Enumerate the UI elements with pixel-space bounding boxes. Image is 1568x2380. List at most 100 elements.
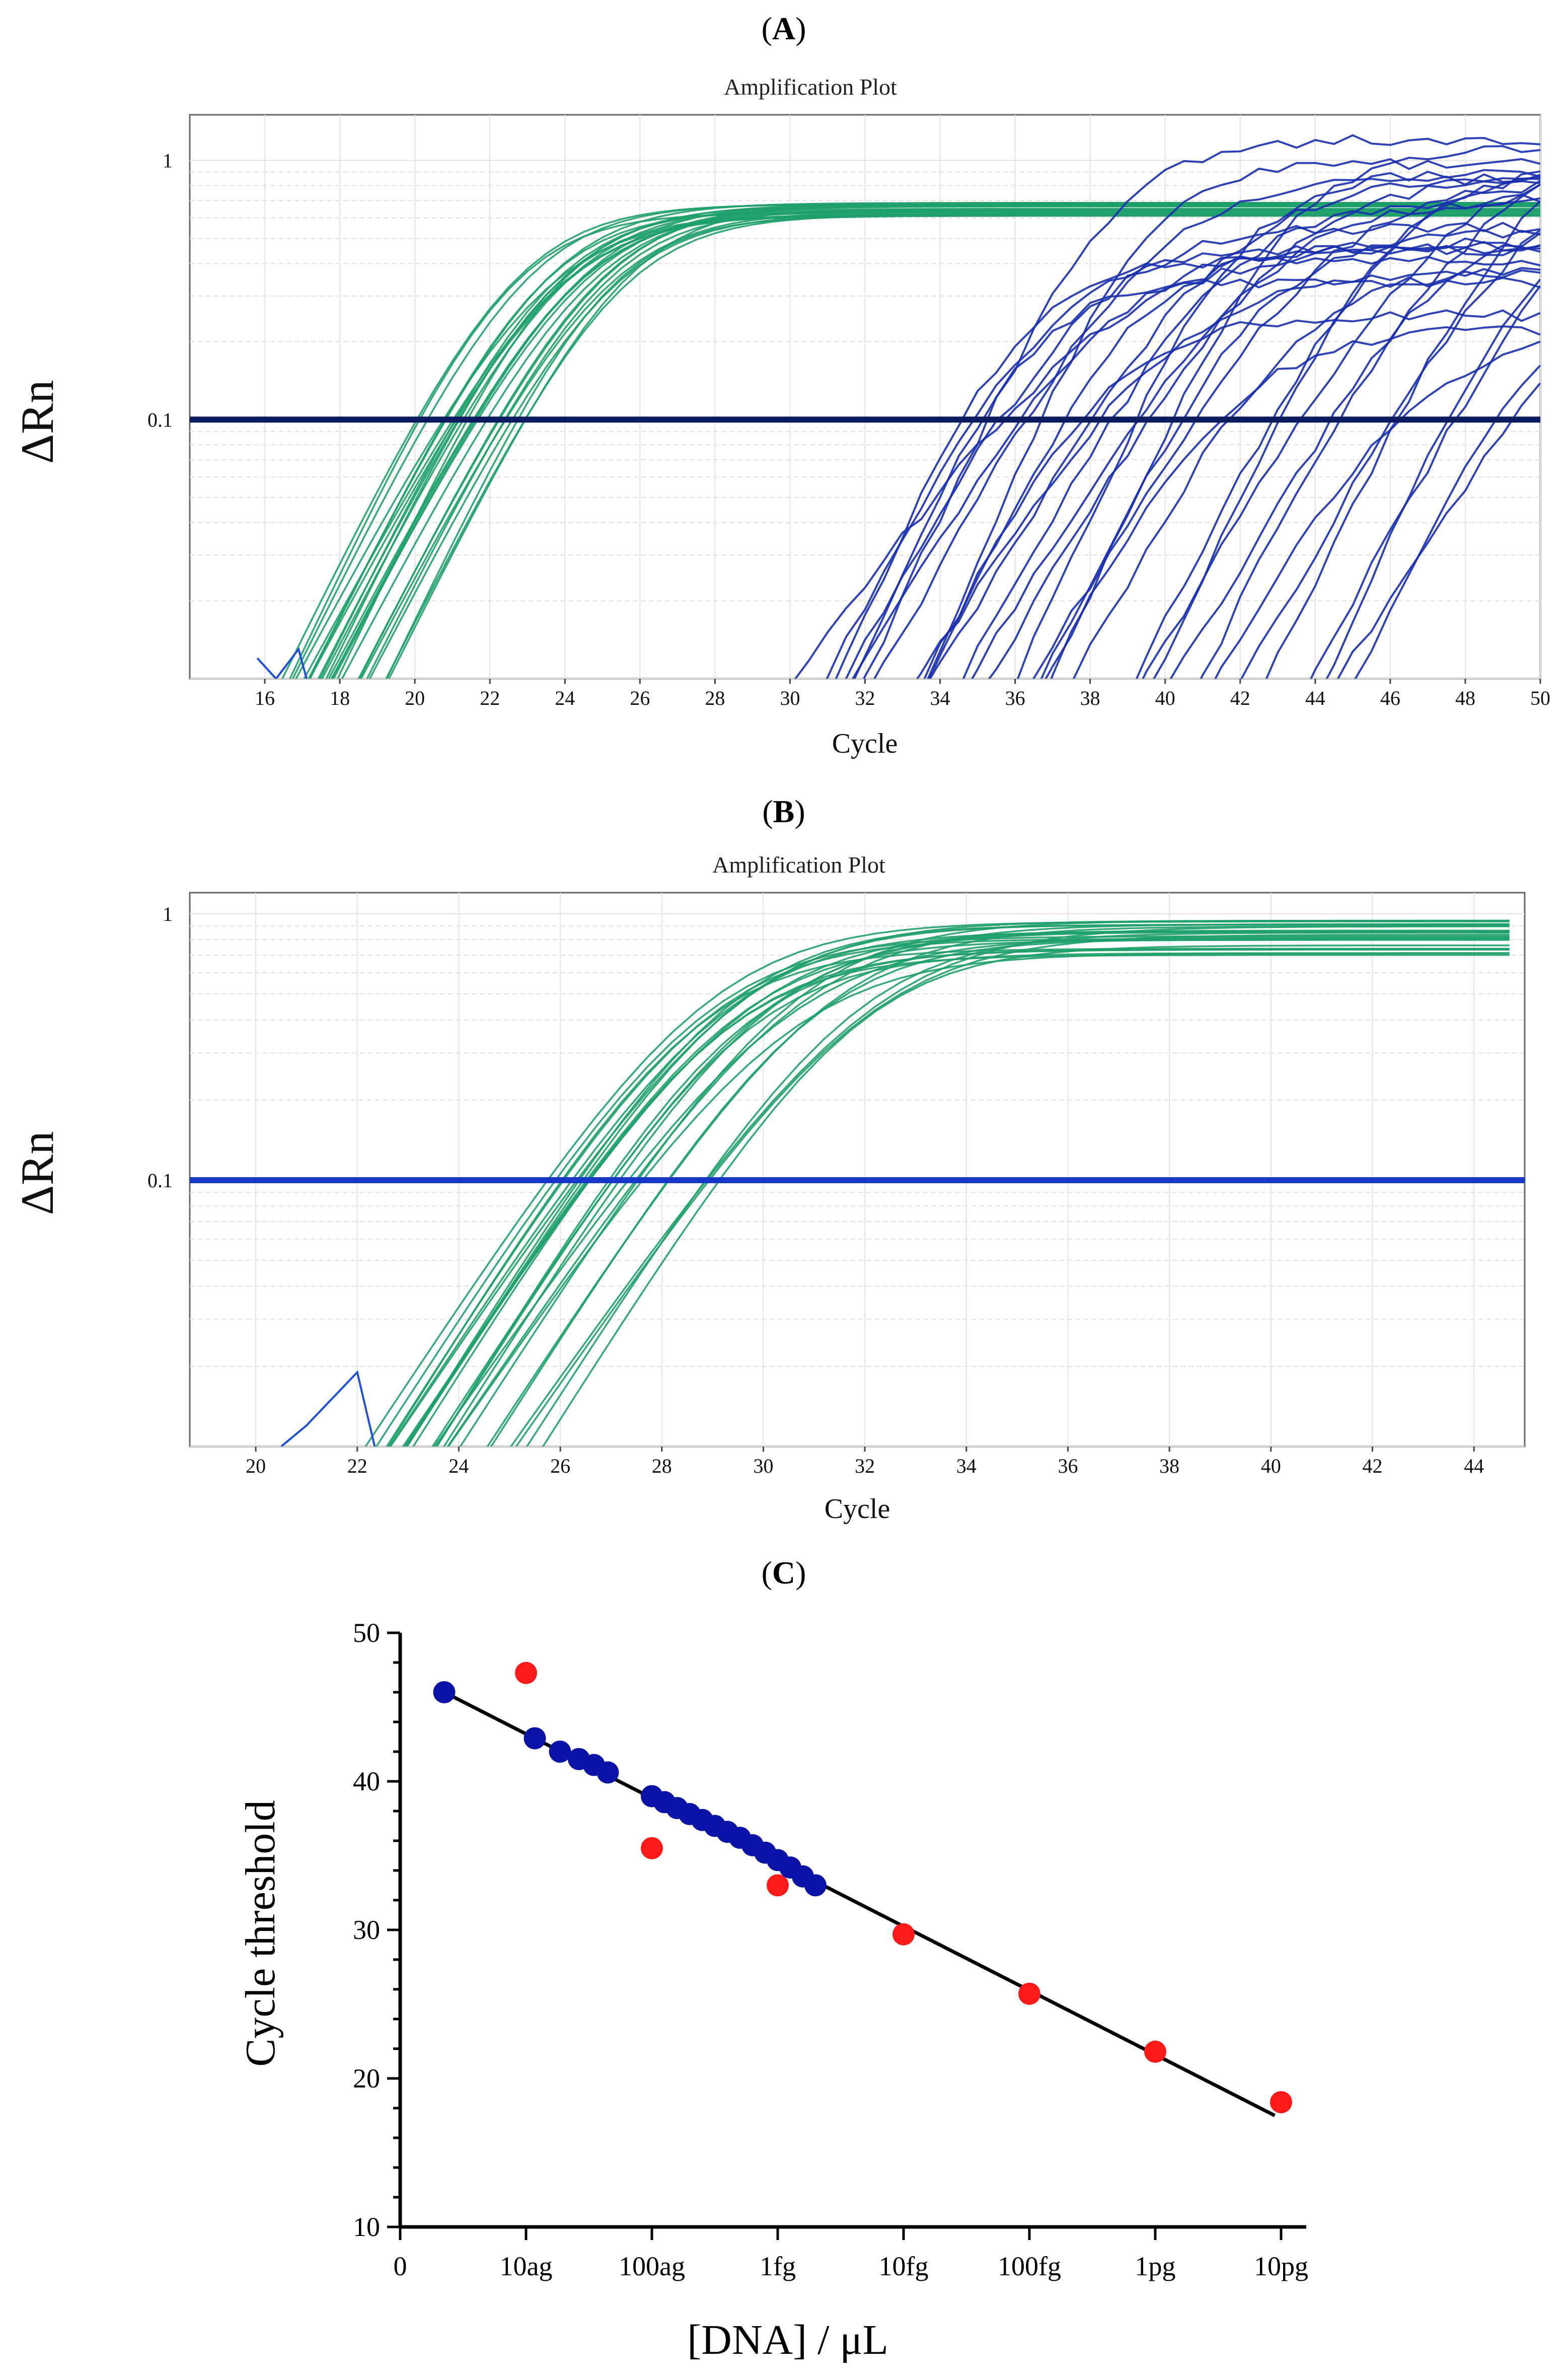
panel-a-x-tick-label: 34 — [930, 687, 950, 709]
panel-a-curve — [862, 134, 1540, 679]
panel-a-curve — [873, 173, 1540, 679]
panel-c-y-tick-label: 10 — [353, 2212, 380, 2242]
panel-b-curve — [515, 933, 1510, 1447]
panel-a-x-tick-label: 18 — [330, 687, 350, 709]
panel-a-x-tick-label: 48 — [1455, 687, 1475, 709]
panel-a-curve — [1169, 183, 1540, 679]
panel-b: (B) Amplification Plot 20 22 24 26 28 30 32 34 3… — [12, 794, 1526, 1525]
panel-a-curve — [916, 267, 1540, 679]
panel-b-label: (B) — [762, 794, 805, 829]
panel-b-curves — [190, 919, 1525, 1447]
panel-a-x-tick-label: 38 — [1080, 687, 1100, 709]
panel-c-x-tick-label: 10ag — [500, 2251, 553, 2281]
panel-a-curve — [851, 237, 1540, 679]
panel-c-red-point — [1270, 2091, 1292, 2114]
panel-a-curve — [1072, 269, 1540, 679]
panel-a-curve — [1135, 170, 1540, 679]
panel-c-y-tick-label: 40 — [353, 1766, 380, 1796]
panel-a-curve — [1200, 232, 1540, 679]
panel-a-ticks: 16 18 20 22 24 26 28 30 32 34 36 38 40 42 44 46 48 50 0.1 1 — [147, 150, 1550, 709]
panel-c-y-tick-label: 30 — [353, 1915, 380, 1945]
panel-a-curve — [1044, 325, 1540, 679]
panel-b-ticks: 20 22 24 26 28 30 32 34 36 38 40 42 44 0.1 1 — [147, 903, 1484, 1477]
panel-a-x-tick-label: 22 — [480, 687, 500, 709]
panel-b-curve — [447, 952, 1510, 1447]
panel-b-title: Amplification Plot — [712, 852, 885, 878]
panel-b-x-tick-label: 20 — [246, 1455, 266, 1477]
panel-a-noise-curve — [256, 646, 308, 679]
panel-a-x-tick-label: 30 — [780, 687, 800, 709]
panel-a-x-tick-label: 32 — [855, 687, 875, 709]
panel-a-label: (A) — [762, 11, 806, 46]
panel-a-curve — [1142, 183, 1540, 679]
panel-c-x-tick-label: 100fg — [998, 2251, 1061, 2281]
panel-b-curve — [403, 939, 1510, 1447]
panel-a-x-tick-label: 24 — [555, 687, 575, 709]
panel-b-curve — [406, 923, 1510, 1447]
panel-a-curve — [1354, 365, 1540, 679]
panel-b-ylabel: ΔRn — [12, 1131, 63, 1215]
panel-c-x-tick-label: 10fg — [879, 2251, 929, 2281]
panel-c-blue-point — [524, 1727, 546, 1750]
panel-a-curve — [366, 208, 1540, 679]
panel-c-y-tick-label: 20 — [353, 2063, 380, 2094]
panel-c-axes: 10 20 30 40 50 0 10ag 100ag 1fg 10fg 100fg 1pg 10pg — [353, 1618, 1308, 2281]
panel-a-curve — [336, 205, 1540, 679]
panel-a-curve — [794, 245, 1540, 679]
panel-a-curve — [357, 202, 1540, 679]
panel-c-x-tick-label: 100ag — [619, 2251, 685, 2281]
panel-b-curve — [542, 944, 1510, 1447]
panel-a-curve — [845, 222, 1540, 679]
panel-b-noise-curve — [280, 1370, 376, 1447]
panel-a-curve — [309, 209, 1540, 679]
panel-a-title: Amplification Plot — [724, 74, 897, 100]
panel-b-y-tick-label: 1 — [163, 903, 173, 925]
panel-c-x-tick-label: 1pg — [1135, 2251, 1176, 2281]
panel-a-x-tick-label: 44 — [1305, 687, 1325, 709]
panel-a: (A) Amplification Plot 16 18 20 22 24 26 28 30 3… — [12, 11, 1550, 759]
panel-b-x-tick-label: 42 — [1362, 1455, 1382, 1477]
panel-a-xlabel: Cycle — [832, 728, 898, 759]
panel-c-blue-point — [596, 1761, 619, 1784]
panel-c-blue-point — [433, 1681, 456, 1703]
panel-b-x-tick-label: 40 — [1261, 1455, 1281, 1477]
panel-c-red-point — [641, 1837, 663, 1859]
panel-b-x-tick-label: 36 — [1058, 1455, 1078, 1477]
panel-b-curve — [442, 930, 1510, 1447]
panel-a-curve — [927, 158, 1540, 679]
panel-c-x-tick-label: 0 — [394, 2251, 407, 2281]
panel-b-x-tick-label: 24 — [449, 1455, 469, 1477]
panel-a-x-tick-label: 40 — [1155, 687, 1175, 709]
panel-c-red-point — [515, 1662, 537, 1684]
panel-c-x-tick-label: 1fg — [760, 2251, 796, 2281]
panel-b-curve-layer — [190, 919, 1525, 1447]
panel-a-curve — [1265, 200, 1540, 679]
panel-a-x-tick-label: 16 — [255, 687, 275, 709]
panel-a-ylabel: ΔRn — [12, 380, 63, 464]
panel-a-x-tick-label: 46 — [1380, 687, 1400, 709]
panel-a-x-tick-label: 42 — [1230, 687, 1250, 709]
panel-a-curve — [988, 176, 1540, 679]
panel-b-curve — [486, 925, 1510, 1447]
panel-b-curve — [526, 931, 1510, 1447]
panel-b-x-tick-label: 30 — [753, 1455, 773, 1477]
panel-c-red-point — [892, 1923, 915, 1945]
panel-c-red-point — [767, 1874, 789, 1897]
panel-a-curve — [309, 214, 1540, 679]
panel-c-red-point — [1018, 1982, 1040, 2005]
panel-a-y-tick-label: 0.1 — [147, 408, 173, 431]
panel-c-ylabel: Cycle threshold — [237, 1800, 284, 2067]
panel-a-x-tick-label: 28 — [705, 687, 725, 709]
panel-a-curve — [1040, 229, 1540, 679]
panel-a-curve-layer — [190, 134, 1540, 679]
panel-b-x-tick-label: 32 — [855, 1455, 875, 1477]
panel-b-x-tick-label: 34 — [956, 1455, 977, 1477]
panel-c-points — [433, 1662, 1292, 2114]
panel-a-x-tick-label: 36 — [1005, 687, 1025, 709]
panel-a-x-tick-label: 50 — [1530, 687, 1550, 709]
panel-a-curve — [962, 197, 1540, 679]
panel-a-curves — [190, 134, 1540, 679]
panel-c-label: (C) — [762, 1555, 806, 1591]
